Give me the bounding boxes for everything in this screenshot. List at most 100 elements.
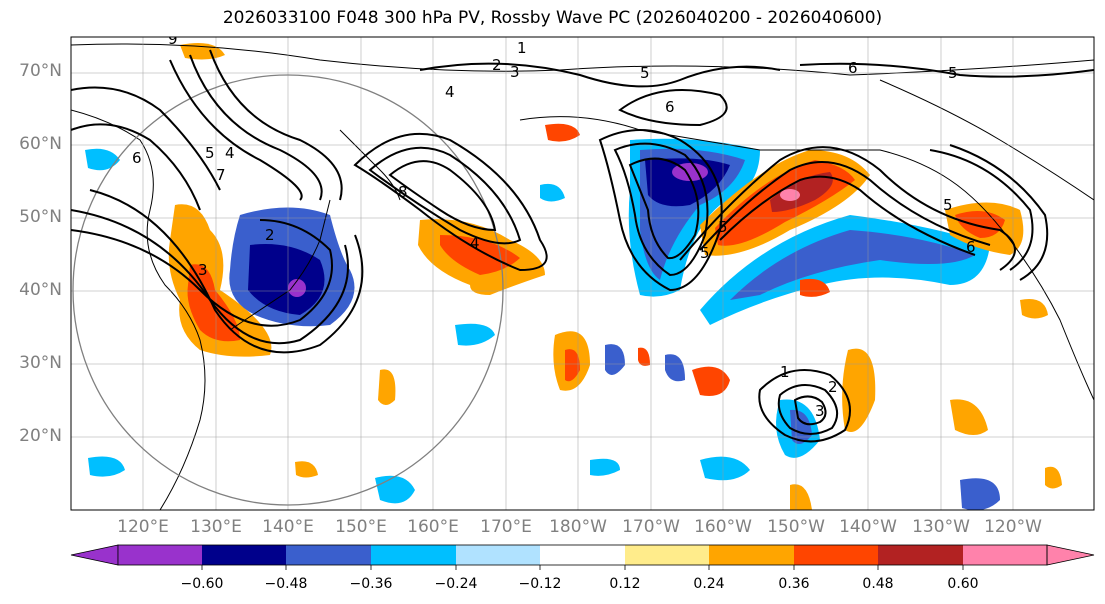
chart-title: 2026033100 F048 300 hPa PV, Rossby Wave … xyxy=(222,8,883,28)
colorbar-tick-label: −0.12 xyxy=(518,576,562,592)
contour-label: 5 xyxy=(640,64,650,82)
blob-13 xyxy=(590,458,620,476)
contour-west-1 xyxy=(71,86,221,191)
blob-1-core xyxy=(565,349,580,382)
negative-anomaly-japan-peak xyxy=(288,279,306,297)
lon-label: 120°E xyxy=(117,517,169,537)
contour-trough-central-1 xyxy=(598,129,723,292)
contour-ridge-3 xyxy=(209,49,343,201)
contour-ridge-1 xyxy=(169,59,303,201)
contour-cutoff-3 xyxy=(793,395,827,426)
negative-anomaly-central-core xyxy=(645,158,730,207)
contour-label: 3 xyxy=(510,63,520,81)
blob-19 xyxy=(545,123,580,142)
colorbar-tick-label: −0.24 xyxy=(434,576,478,592)
colorbar-tick-label: 0.36 xyxy=(778,576,810,592)
contour-label: 5 xyxy=(718,218,728,236)
contour-wave-2 xyxy=(368,146,522,245)
contour-label: 5 xyxy=(948,64,958,82)
pv-contours xyxy=(71,49,1094,443)
lat-label-70n: 70°N xyxy=(19,61,62,81)
lat-label-20n: 20°N xyxy=(19,426,62,446)
lat-label-30n: 30°N xyxy=(19,353,62,373)
blob-17 xyxy=(1020,299,1048,319)
contour-label: 6 xyxy=(132,149,142,167)
contour-label: 3 xyxy=(198,261,208,279)
contour-east-2 xyxy=(949,144,1049,281)
positive-anomaly-goa-core xyxy=(770,172,833,212)
contour-ridge-goa-3 xyxy=(719,175,976,256)
contour-cutoff-1 xyxy=(758,369,851,443)
colorbar-segment xyxy=(202,545,286,565)
negative-anomaly-japan-core xyxy=(248,244,325,315)
contour-cutoff-2 xyxy=(777,384,839,435)
blob-14 xyxy=(700,456,750,481)
contour-labels: 1 2 3 4 5 6 7 8 9 3 2 4 5 5 5 6 1 2 3 5 … xyxy=(132,30,976,420)
contour-label: 6 xyxy=(966,238,976,256)
lat-label-40n: 40°N xyxy=(19,280,62,300)
blob-24 xyxy=(1045,466,1062,489)
colorbar-segment xyxy=(963,545,1047,565)
lon-label: 160°E xyxy=(407,517,459,537)
radius-circle xyxy=(72,74,504,506)
colorbar-tick-label: 0.48 xyxy=(862,576,894,592)
contour-label: 5 xyxy=(205,144,215,162)
lon-label: 150°E xyxy=(335,517,387,537)
colorbar-segment xyxy=(456,545,540,565)
map-content: 1 2 3 4 5 6 7 8 9 3 2 4 5 5 5 6 1 2 3 5 … xyxy=(71,30,1094,510)
kamchatka-coast xyxy=(339,129,401,201)
contour-label: 2 xyxy=(265,226,275,244)
contour-west-2 xyxy=(71,123,201,211)
colorbar-segment xyxy=(878,545,963,565)
blob-9 xyxy=(378,369,396,405)
colorbar-segment xyxy=(118,545,202,565)
positive-anomaly-npacific-core xyxy=(440,235,520,275)
lon-label: 120°W xyxy=(984,517,1042,537)
blob-12 xyxy=(85,148,120,171)
colorbar-tick-label: −0.48 xyxy=(264,576,308,592)
blob-4 xyxy=(692,366,730,396)
contour-trough-1 xyxy=(71,219,333,327)
contour-label: 2 xyxy=(828,378,838,396)
colorbar-tick-label: 0.12 xyxy=(609,576,641,592)
colorbar xyxy=(70,544,1095,570)
negative-anomaly-band-core xyxy=(730,230,975,300)
contour-wave-1 xyxy=(353,132,548,272)
colorbar-extend-high xyxy=(1046,544,1095,566)
lon-label: 130°E xyxy=(190,517,242,537)
contour-label: 7 xyxy=(216,166,226,184)
lat-label-60n: 60°N xyxy=(19,134,62,154)
lat-label-50n: 50°N xyxy=(19,207,62,227)
blob-3 xyxy=(665,354,685,382)
map-frame xyxy=(70,36,1095,511)
contour-polar-1 xyxy=(419,62,781,88)
contour-trough-3 xyxy=(89,189,364,354)
contour-trough-2 xyxy=(71,209,349,345)
lon-label: 140°W xyxy=(839,517,897,537)
blob-15 xyxy=(960,478,1000,510)
colorbar-segment xyxy=(286,545,371,565)
contour-label: 6 xyxy=(665,98,675,116)
blob-22 xyxy=(800,278,830,297)
lon-label: 150°W xyxy=(767,517,825,537)
colorbar-segment xyxy=(625,545,709,565)
contour-polar-3 xyxy=(799,62,1094,78)
contour-label: 9 xyxy=(168,30,178,48)
blob-8 xyxy=(455,323,495,346)
contour-wave-3 xyxy=(388,160,497,232)
contour-label: 4 xyxy=(470,234,480,252)
contour-label: 4 xyxy=(225,144,235,162)
blob-5 xyxy=(638,347,650,366)
blob-21 xyxy=(295,461,318,478)
lon-label: 160°W xyxy=(694,517,752,537)
colorbar-tick-label: −0.36 xyxy=(349,576,393,592)
lon-label: 130°W xyxy=(912,517,970,537)
colorbar-tick-label: 0.60 xyxy=(947,576,979,592)
blob-2 xyxy=(605,344,625,375)
contour-polar-2 xyxy=(618,89,728,127)
blob-23 xyxy=(540,183,565,202)
contour-label: 1 xyxy=(517,39,527,57)
blob-11 xyxy=(88,456,125,477)
positive-anomaly-goa-peak xyxy=(780,189,800,201)
